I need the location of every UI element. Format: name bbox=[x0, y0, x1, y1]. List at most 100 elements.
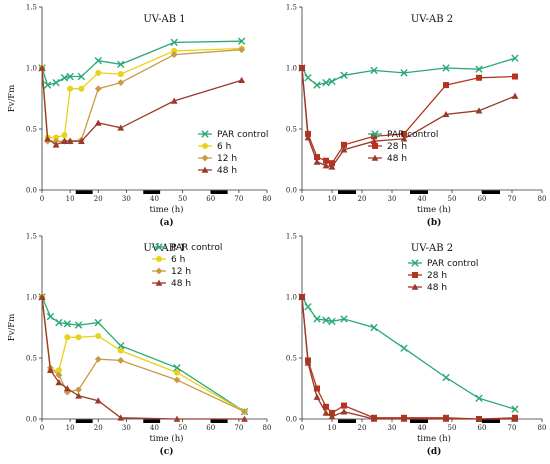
data-point bbox=[117, 60, 125, 69]
legend: PAR control 6 h 12 h 48 h bbox=[152, 243, 222, 289]
data-point bbox=[55, 318, 63, 327]
data-point bbox=[328, 77, 336, 86]
data-point bbox=[117, 414, 125, 421]
series-28-h bbox=[299, 294, 518, 422]
x-axis-label: time (h) bbox=[417, 433, 451, 444]
data-point bbox=[75, 386, 82, 394]
data-point bbox=[95, 69, 102, 76]
series-line bbox=[41, 47, 242, 139]
panel-b: 0.0 0.5 1.0 1.5 0 10 20 30 40 50 60 70 80 UV-AB 2 time… bbox=[286, 4, 547, 229]
data-point bbox=[475, 107, 483, 114]
data-point bbox=[475, 415, 483, 422]
data-point bbox=[341, 141, 347, 148]
series-line bbox=[41, 49, 242, 142]
legend-entry: 48 h bbox=[427, 283, 447, 293]
x-tick-label: 10 bbox=[328, 424, 337, 432]
data-point bbox=[117, 71, 124, 78]
x-axis-label: time (h) bbox=[417, 204, 451, 215]
data-point bbox=[46, 312, 55, 321]
data-point bbox=[94, 355, 102, 363]
series-48-h bbox=[38, 293, 248, 422]
x-tick-label: 0 bbox=[300, 424, 304, 432]
series-line bbox=[301, 296, 516, 420]
legend-marker bbox=[201, 130, 209, 138]
data-point bbox=[55, 379, 63, 386]
data-point bbox=[328, 317, 336, 326]
data-point bbox=[340, 71, 348, 80]
data-point bbox=[75, 392, 82, 399]
y-tick-label: 1.5 bbox=[286, 4, 297, 12]
data-point bbox=[371, 133, 377, 140]
data-point bbox=[475, 394, 483, 402]
data-point bbox=[442, 110, 450, 118]
data-point bbox=[341, 402, 347, 409]
data-point bbox=[241, 408, 248, 416]
x-tick-label: 40 bbox=[150, 195, 159, 203]
legend-entry: PAR control bbox=[387, 130, 438, 140]
data-point bbox=[170, 97, 178, 104]
data-point bbox=[117, 342, 125, 350]
series-6-h bbox=[39, 45, 245, 141]
data-point bbox=[52, 78, 60, 87]
data-point bbox=[442, 64, 450, 72]
x-tick-label: 80 bbox=[538, 424, 547, 432]
x-tick-label: 70 bbox=[508, 424, 517, 432]
series-par-control bbox=[298, 293, 519, 413]
data-point bbox=[370, 415, 378, 422]
data-point bbox=[442, 415, 450, 422]
dark-period-bar bbox=[410, 190, 428, 194]
series-48-h bbox=[38, 64, 246, 148]
x-tick-label: 10 bbox=[66, 195, 75, 203]
data-point bbox=[94, 85, 102, 93]
data-point bbox=[174, 369, 180, 376]
series-line bbox=[301, 57, 516, 86]
y-tick-label: 1.0 bbox=[26, 65, 37, 73]
data-point bbox=[74, 321, 83, 329]
data-point bbox=[313, 81, 321, 89]
legend-marker bbox=[156, 256, 162, 262]
legend-marker bbox=[371, 130, 379, 138]
series-line bbox=[301, 296, 516, 410]
panel-title: UV-AB 1 bbox=[143, 243, 185, 254]
x-tick-label: 30 bbox=[388, 424, 397, 432]
data-point bbox=[173, 364, 181, 372]
data-point bbox=[340, 315, 348, 323]
legend-entry: 48 h bbox=[217, 166, 237, 176]
series-par-control bbox=[298, 54, 519, 89]
data-point bbox=[171, 47, 178, 54]
data-point bbox=[38, 64, 46, 71]
data-point bbox=[77, 72, 86, 81]
data-point bbox=[511, 405, 519, 413]
data-point bbox=[400, 69, 408, 77]
x-tick-label: 60 bbox=[478, 195, 487, 203]
y-tick-label: 1.5 bbox=[26, 233, 37, 241]
data-point bbox=[173, 376, 181, 384]
data-point bbox=[512, 73, 518, 80]
data-point bbox=[443, 82, 449, 89]
x-tick-label: 60 bbox=[206, 424, 215, 432]
legend-marker bbox=[155, 243, 163, 251]
x-tick-label: 20 bbox=[358, 195, 367, 203]
x-tick-label: 0 bbox=[300, 195, 304, 203]
series-48-h bbox=[298, 64, 519, 170]
legend-marker bbox=[371, 154, 379, 161]
dark-period-bar bbox=[410, 419, 428, 423]
y-axis-label: Fv/Fm bbox=[7, 85, 17, 113]
data-point bbox=[94, 318, 102, 327]
y-tick-label: 0.5 bbox=[286, 126, 297, 134]
data-point bbox=[313, 393, 321, 400]
series-par-control bbox=[38, 37, 246, 89]
dark-period-bar bbox=[143, 419, 161, 423]
x-tick-label: 50 bbox=[448, 195, 457, 203]
data-point bbox=[304, 134, 312, 141]
series-line bbox=[41, 296, 245, 420]
legend-entry: PAR control bbox=[427, 259, 478, 269]
legend-marker bbox=[412, 272, 418, 278]
x-tick-label: 0 bbox=[40, 195, 44, 203]
x-tick-label: 40 bbox=[150, 424, 159, 432]
series-line bbox=[301, 67, 516, 165]
data-point bbox=[304, 303, 312, 311]
legend-entry: PAR control bbox=[217, 130, 268, 140]
x-tick-label: 60 bbox=[206, 195, 215, 203]
data-point bbox=[64, 334, 71, 341]
